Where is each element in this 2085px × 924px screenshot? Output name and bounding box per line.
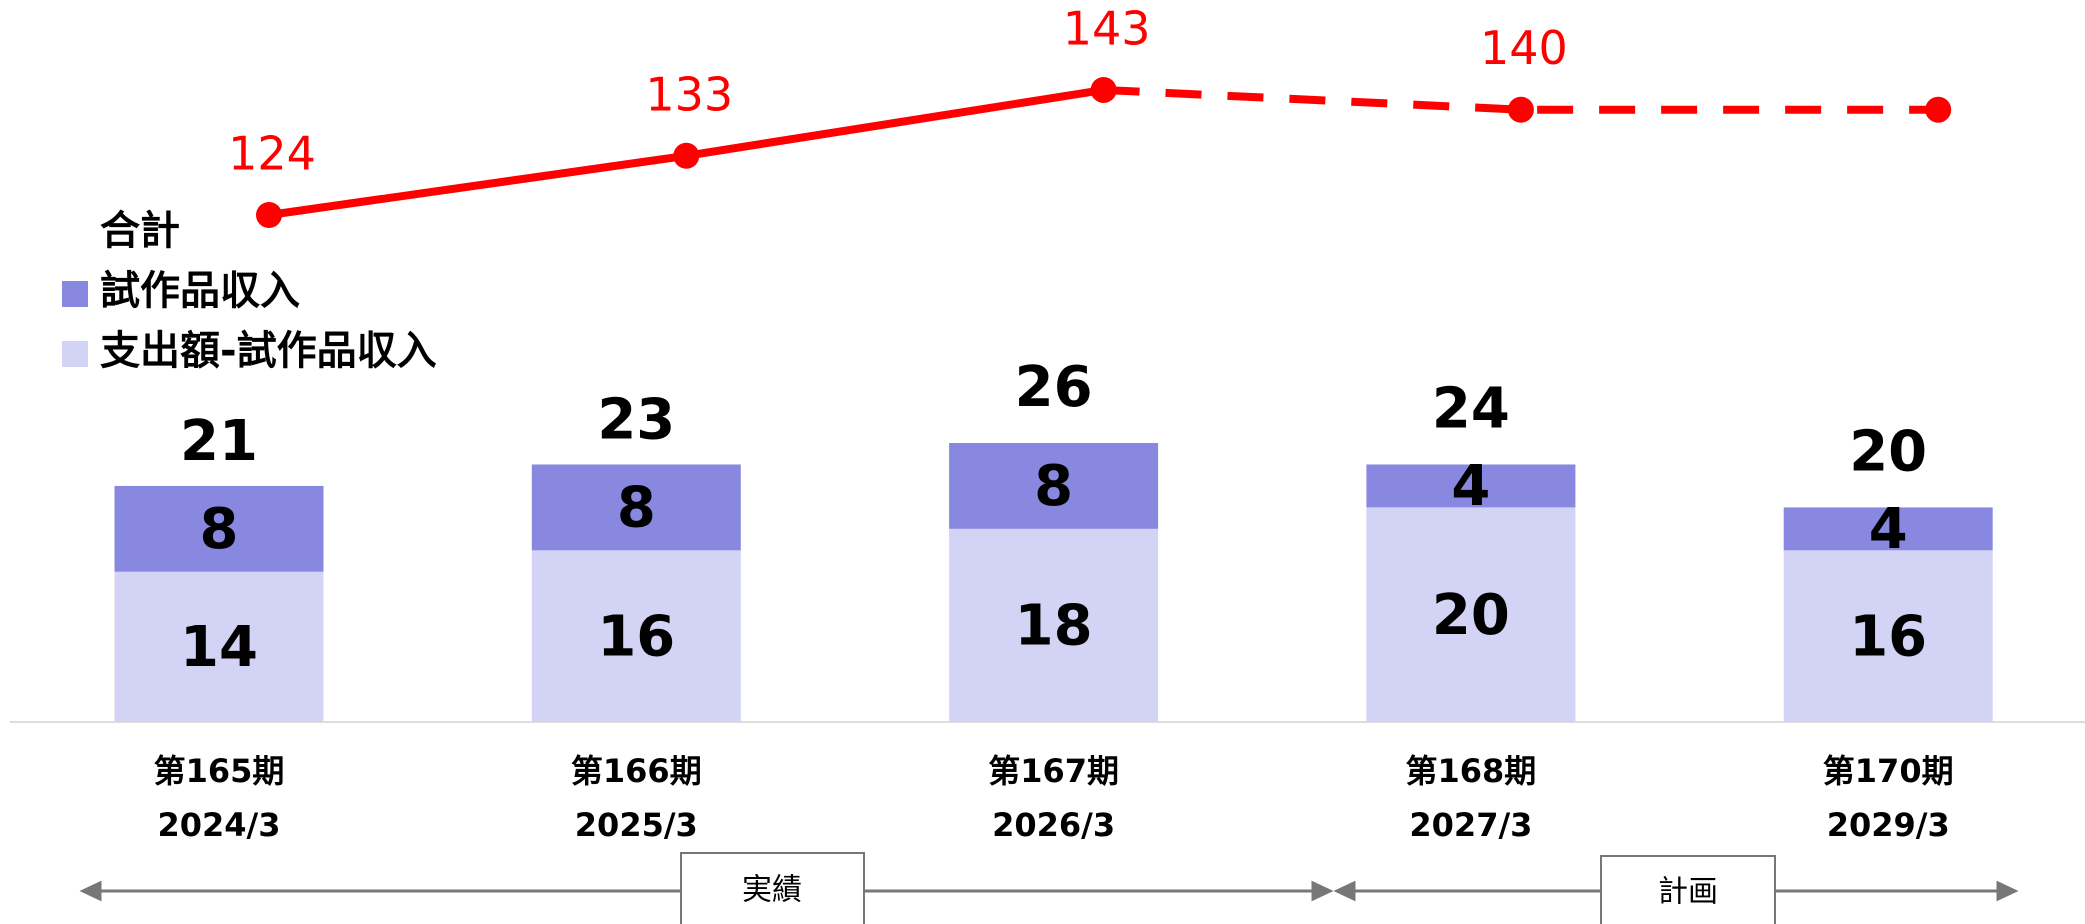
total-label: 26 (1015, 355, 1093, 420)
x-tick-label: 2025/3 (575, 806, 698, 844)
bar-label: 8 (617, 476, 656, 541)
line-label: 143 (1063, 1, 1151, 55)
bar-segment (114, 485, 324, 572)
x-tick-label: 2027/3 (1409, 806, 1532, 844)
line-label: 133 (645, 67, 733, 121)
bar-label: 4 (1451, 454, 1490, 519)
bar-label: 16 (1849, 604, 1927, 669)
bar-segment (531, 550, 741, 722)
legend-swatch (62, 281, 88, 307)
total-label: 23 (597, 387, 675, 452)
bar-label: 18 (1015, 594, 1093, 659)
annotation-box (1600, 855, 1776, 924)
bar-label: 16 (597, 604, 675, 669)
annotation: 実績 (742, 873, 802, 908)
bar-label: 4 (1869, 497, 1908, 562)
bar-segment (1366, 464, 1576, 508)
bar-segment (1783, 550, 1993, 722)
x-tick-label: 第165期 (154, 752, 285, 790)
bar-segment (949, 443, 1159, 529)
legend-label: 支出額-試作品収入 (100, 328, 437, 374)
annotation: 計画 (1658, 875, 1718, 910)
legend-label: 合計 (100, 208, 180, 254)
x-tick-label: 2029/3 (1827, 806, 1950, 844)
annotation-box (680, 852, 865, 924)
x-tick-label: 第168期 (1405, 752, 1536, 790)
line-point (1090, 76, 1117, 103)
total-label: 24 (1432, 377, 1510, 442)
bar-label: 20 (1432, 583, 1510, 648)
line-point (1925, 96, 1952, 123)
line-point (673, 142, 700, 169)
line-point (256, 202, 282, 228)
x-tick-label: 2024/3 (157, 806, 280, 844)
bar-label: 14 (180, 615, 258, 680)
x-tick-label: 第167期 (988, 752, 1119, 790)
bar-segment (1783, 507, 1993, 551)
bar-segment (531, 464, 741, 551)
total-label: 20 (1849, 420, 1927, 485)
bar-label: 8 (200, 497, 239, 562)
bar-segment (114, 571, 324, 722)
x-tick-label: 2026/3 (992, 806, 1115, 844)
bar-segment (949, 528, 1159, 722)
line-label: 124 (228, 127, 316, 181)
legend-label: 試作品収入 (100, 268, 300, 314)
total-label: 21 (180, 409, 258, 474)
line-point (1507, 96, 1534, 123)
x-tick-label: 第170期 (1823, 752, 1954, 790)
legend-swatch (62, 341, 88, 367)
x-tick-label: 第166期 (571, 752, 702, 790)
bar-label: 8 (1034, 454, 1073, 519)
line-dashed (1103, 85, 1939, 114)
bar-segment (1366, 507, 1576, 722)
line-label: 140 (1480, 21, 1568, 75)
